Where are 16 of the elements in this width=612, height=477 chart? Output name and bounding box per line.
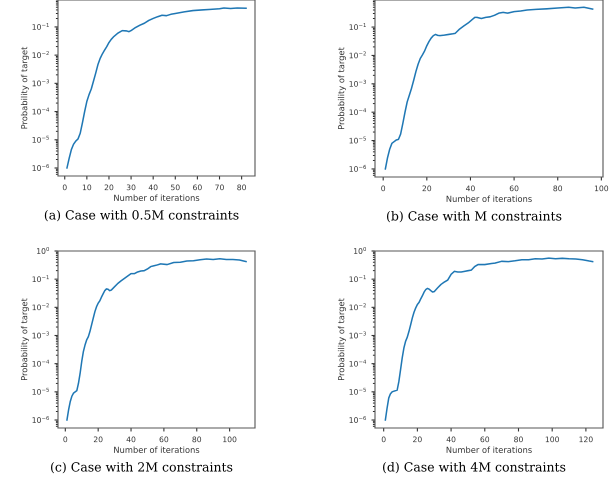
text: (d) Case with 4M constraints	[383, 462, 566, 474]
line-series	[66, 258, 247, 421]
line-series	[384, 257, 594, 421]
text: (a) Case with 0.5M constraints	[44, 210, 239, 222]
y-axis-title: Probability of target	[20, 298, 29, 380]
text: (b) Case with M constraints	[387, 210, 562, 222]
line-series	[66, 7, 247, 169]
y-axis-title: Probability of target	[338, 47, 346, 130]
y-axis-title: Probability of target	[20, 46, 29, 129]
x-axis-title: Number of iterations	[446, 196, 532, 202]
line-series	[384, 6, 594, 170]
text: (c) Case with 2M constraints	[51, 462, 232, 474]
x-axis-title: Number of iterations	[114, 446, 200, 453]
x-axis-title: Number of iterations	[114, 194, 200, 201]
y-axis-title: Probability of target	[338, 298, 346, 380]
x-axis-title: Number of iterations	[446, 446, 532, 453]
